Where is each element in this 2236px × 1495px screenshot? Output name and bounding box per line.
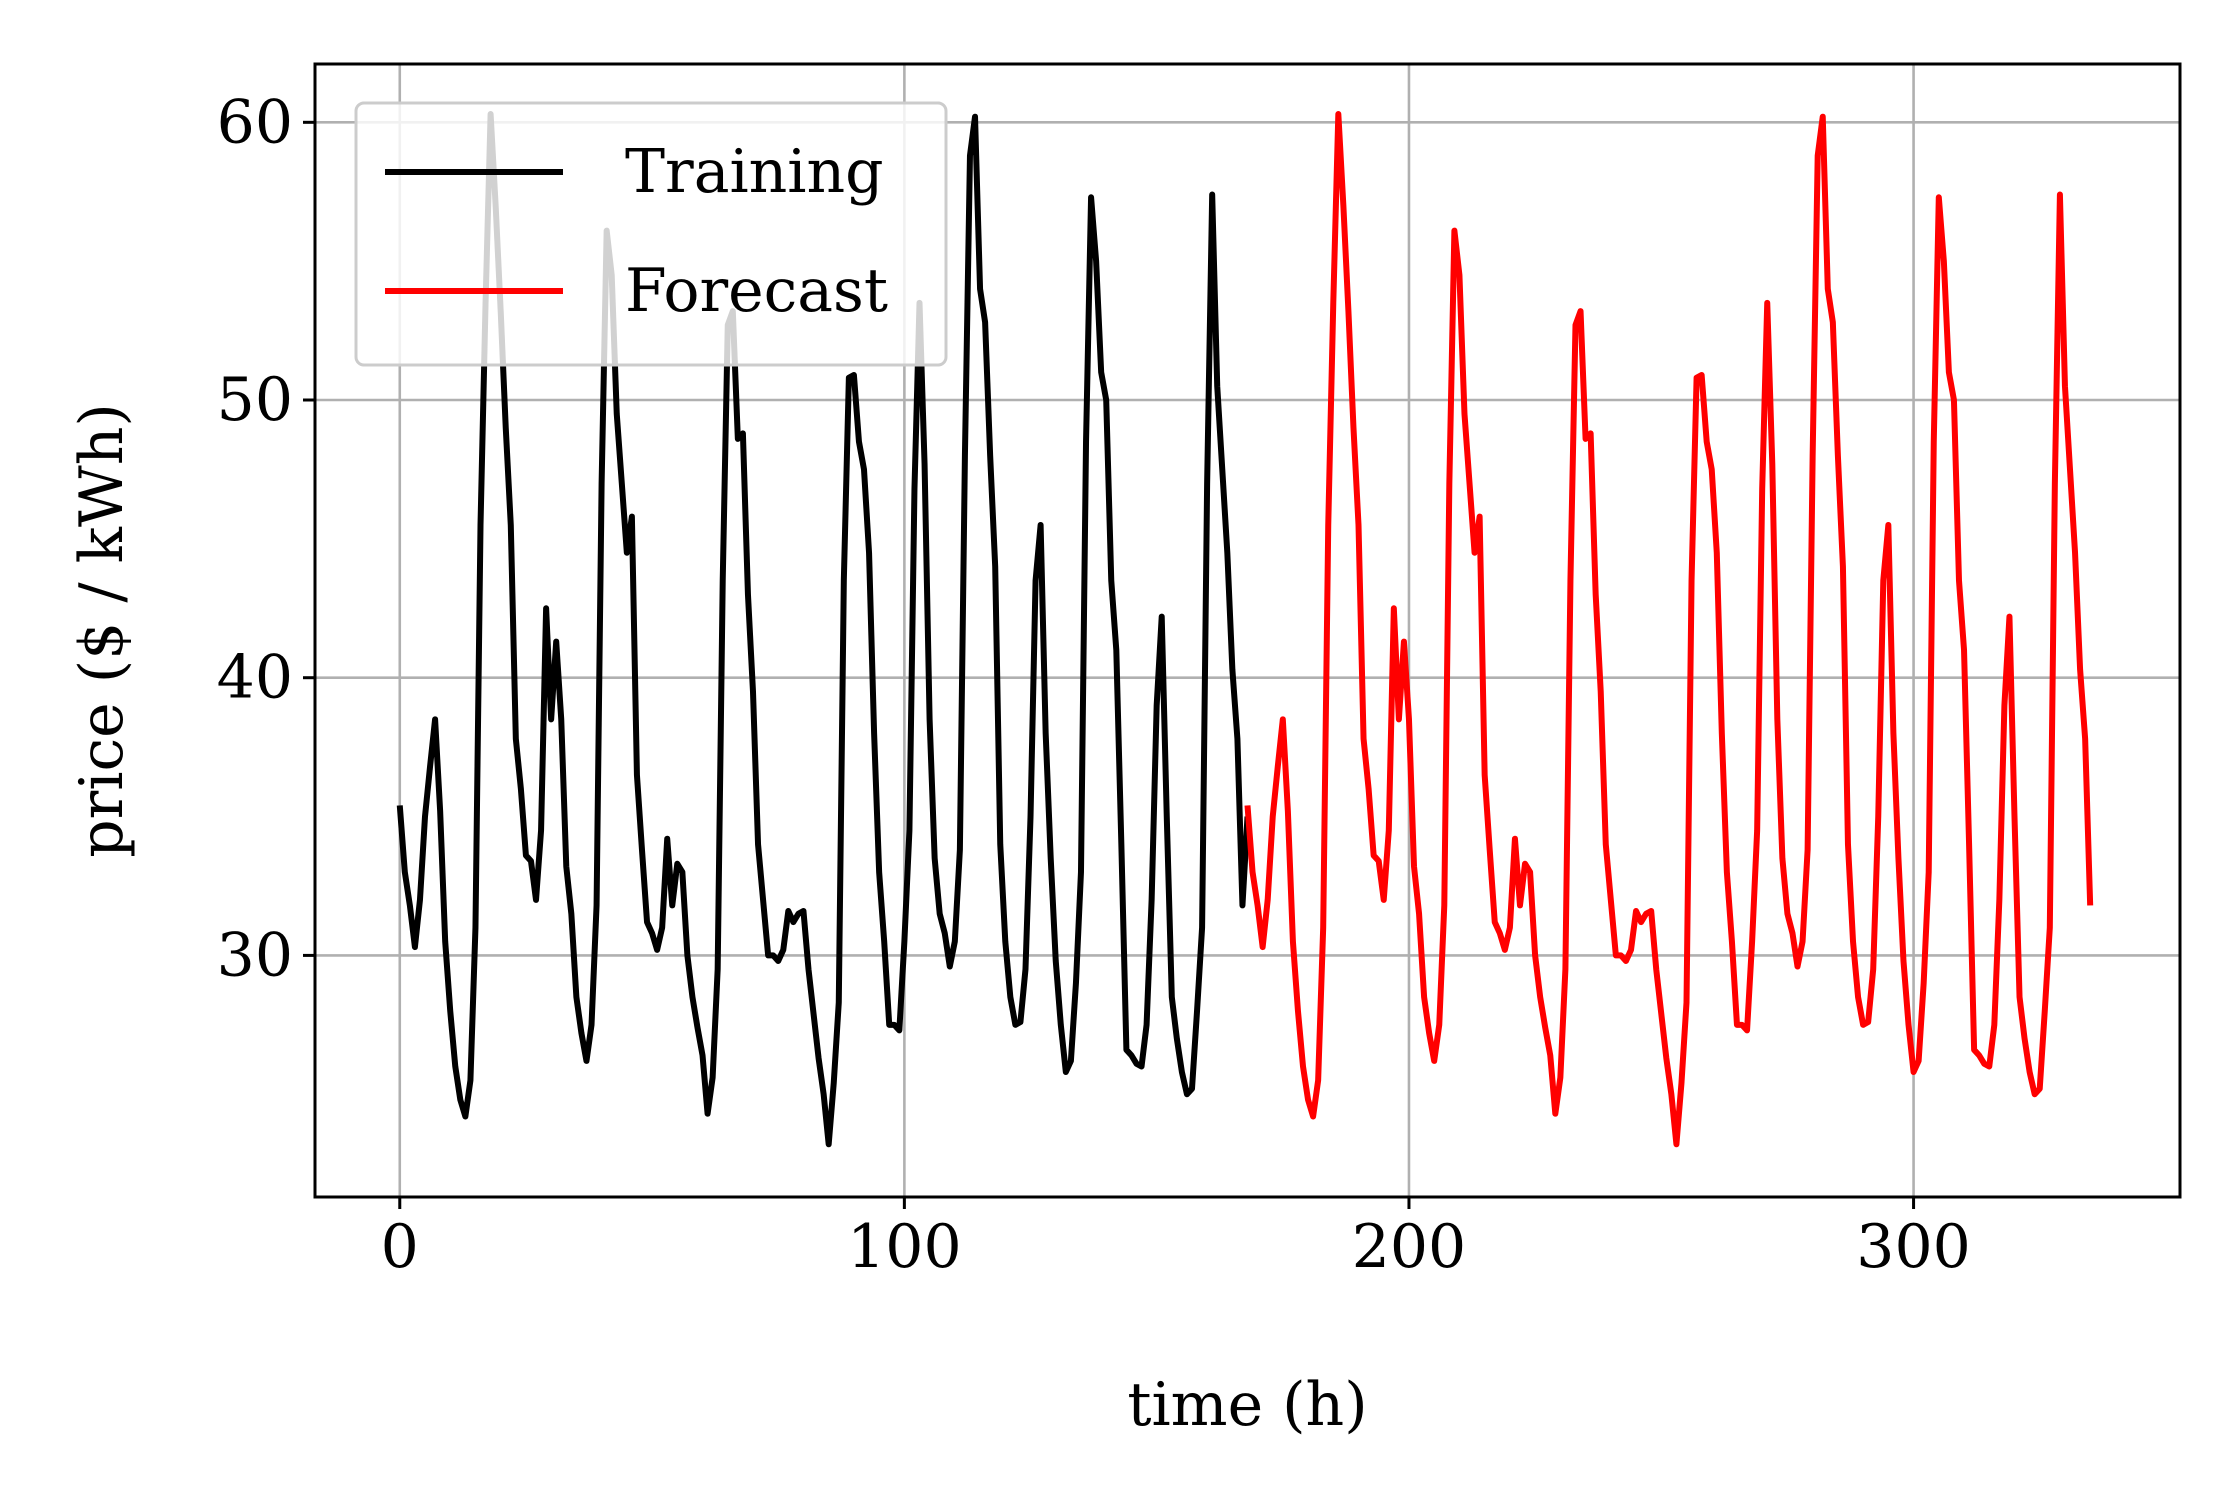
x-tick-label: 100 [847, 1212, 962, 1282]
series-line-training [396, 110, 1251, 1148]
legend-label-forecast: Forecast [625, 256, 888, 326]
y-tick-label: 60 [217, 87, 293, 157]
x-axis-label: time (h) [1127, 1370, 1367, 1440]
series-layer [396, 110, 2094, 1148]
y-tick-label: 30 [217, 920, 293, 990]
x-axis-ticks: 0 100 200 300 [381, 1197, 1971, 1282]
y-axis-label: price ($ / kWh) [67, 403, 137, 857]
x-tick-label: 0 [381, 1212, 419, 1282]
plot-frame [313, 62, 2182, 1199]
series-line-forecast [1244, 110, 2094, 1148]
y-tick-label: 40 [217, 643, 293, 713]
legend-label-training: Training [625, 137, 884, 207]
x-tick-label: 200 [1352, 1212, 1467, 1282]
x-tick-label: 300 [1856, 1212, 1971, 1282]
legend-box [354, 101, 948, 367]
y-tick-label: 50 [217, 365, 293, 435]
legend: Training Forecast [354, 101, 948, 367]
y-axis-ticks: 30 40 50 60 [217, 87, 315, 990]
